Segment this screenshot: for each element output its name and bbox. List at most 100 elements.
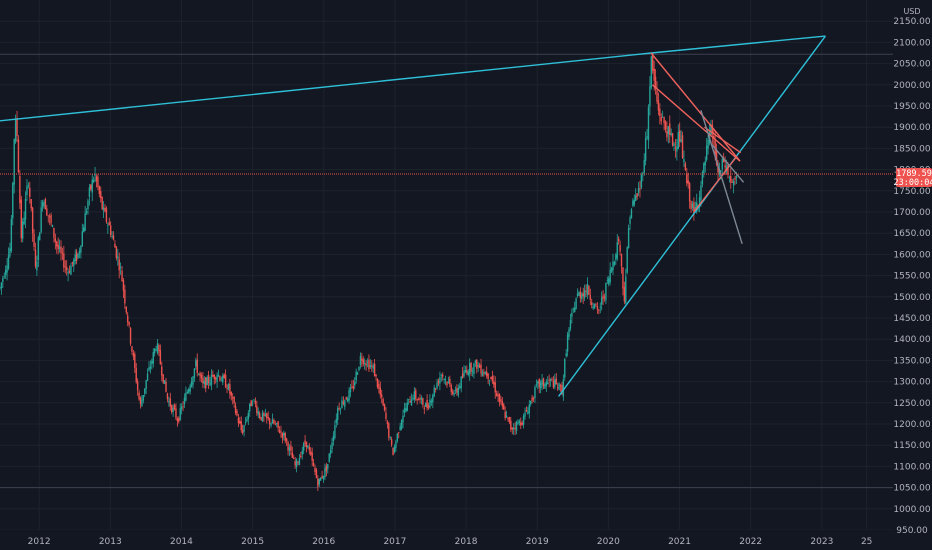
candle-body [178, 418, 180, 422]
candle-body [724, 165, 726, 168]
candle-body [495, 393, 498, 397]
candle-body [542, 378, 545, 387]
candle-body [478, 365, 481, 368]
candle-body [693, 202, 695, 214]
candle-body [639, 187, 641, 190]
candle-body [392, 447, 394, 456]
candle-body [338, 408, 340, 410]
price-tick-label: 950.00 [896, 526, 928, 536]
candle-body [671, 133, 674, 146]
candle-body [51, 225, 54, 227]
candle-body [40, 207, 42, 233]
candle-body [94, 174, 96, 176]
candle-body [87, 200, 89, 210]
candle-body [44, 199, 47, 210]
candle-body [236, 410, 238, 416]
candle-body [0, 282, 3, 289]
candle-body [399, 426, 401, 430]
time-axis[interactable]: 2012 2013 2014 2015 2016 2017 2018 2019 2020 2021… [28, 537, 873, 547]
candle-body [405, 408, 407, 412]
candle-body [161, 366, 163, 376]
candle-body [385, 412, 387, 419]
trendlines[interactable] [0, 35, 826, 397]
candle-body [409, 400, 411, 403]
candle-body [524, 412, 526, 417]
candle-body [697, 204, 699, 206]
candle-body [483, 371, 485, 374]
candle-body [158, 345, 160, 352]
candle-body [232, 397, 234, 399]
candle-body [173, 404, 176, 410]
candle-body [735, 176, 738, 179]
candle-body [207, 375, 210, 383]
price-tick-label: 1900.00 [893, 123, 930, 133]
candle-body [297, 461, 299, 463]
candle-body [379, 387, 381, 395]
candle-body [420, 397, 423, 400]
candle-body [372, 365, 374, 369]
candle-body [264, 414, 267, 417]
candle-body [558, 383, 560, 390]
candle-body [41, 202, 44, 208]
candle-body [193, 368, 196, 378]
candle-body [530, 400, 532, 405]
candle-body [100, 191, 102, 198]
candle-body [609, 269, 611, 283]
candle-body [674, 147, 677, 149]
candle-body [22, 221, 24, 239]
price-tick-label: 1000.00 [893, 505, 930, 515]
candle-body [442, 374, 444, 377]
candle-body [290, 445, 292, 451]
candle-body [680, 139, 682, 143]
candle-body [701, 172, 704, 185]
candle-body [627, 228, 630, 249]
candle-body [505, 415, 508, 418]
candle-body [473, 363, 475, 375]
candle-body [366, 361, 369, 363]
candle-body [298, 457, 301, 466]
candle-body [559, 385, 562, 387]
candle-body [334, 425, 336, 438]
candle-body [568, 328, 570, 337]
candle-body [24, 198, 27, 220]
candle-body [354, 381, 356, 386]
candle-body [707, 139, 709, 149]
candle-body [437, 380, 440, 384]
candle-body [111, 235, 113, 238]
candle-body [564, 359, 566, 378]
candle-body [486, 371, 488, 377]
candle-body [26, 185, 28, 196]
candle-body [691, 203, 694, 208]
candle-body [585, 290, 587, 292]
candle-body [27, 185, 30, 187]
candle-body [494, 382, 496, 393]
candle-body [731, 181, 733, 183]
price-axis[interactable]: 950.00 1000.00 1050.00 1100.00 1150.00 1200.0… [893, 17, 930, 536]
current-price-tag-background [896, 168, 932, 188]
candle-body [383, 404, 386, 410]
candle-body [727, 164, 729, 175]
candle-body [565, 353, 567, 357]
candle-body [386, 421, 389, 424]
candle-body [484, 372, 486, 375]
candle-body [162, 374, 164, 383]
candle-body [608, 278, 610, 285]
candle-body [575, 298, 577, 310]
candle-body [703, 163, 705, 174]
candle-body [545, 381, 548, 386]
time-tick-label: 2015 [241, 537, 264, 547]
time-tick-label: 2016 [312, 537, 335, 547]
candle-body [165, 381, 167, 392]
candle-body [664, 121, 667, 130]
candle-body [53, 227, 55, 238]
candle-body [339, 408, 342, 410]
candle-body [501, 401, 504, 407]
candle-body [531, 397, 533, 401]
candle-body [109, 225, 112, 235]
candle-body [81, 231, 84, 247]
candle-body [122, 280, 125, 291]
candle-body [571, 313, 573, 317]
candle-body [578, 292, 580, 296]
candle-body [23, 217, 25, 224]
